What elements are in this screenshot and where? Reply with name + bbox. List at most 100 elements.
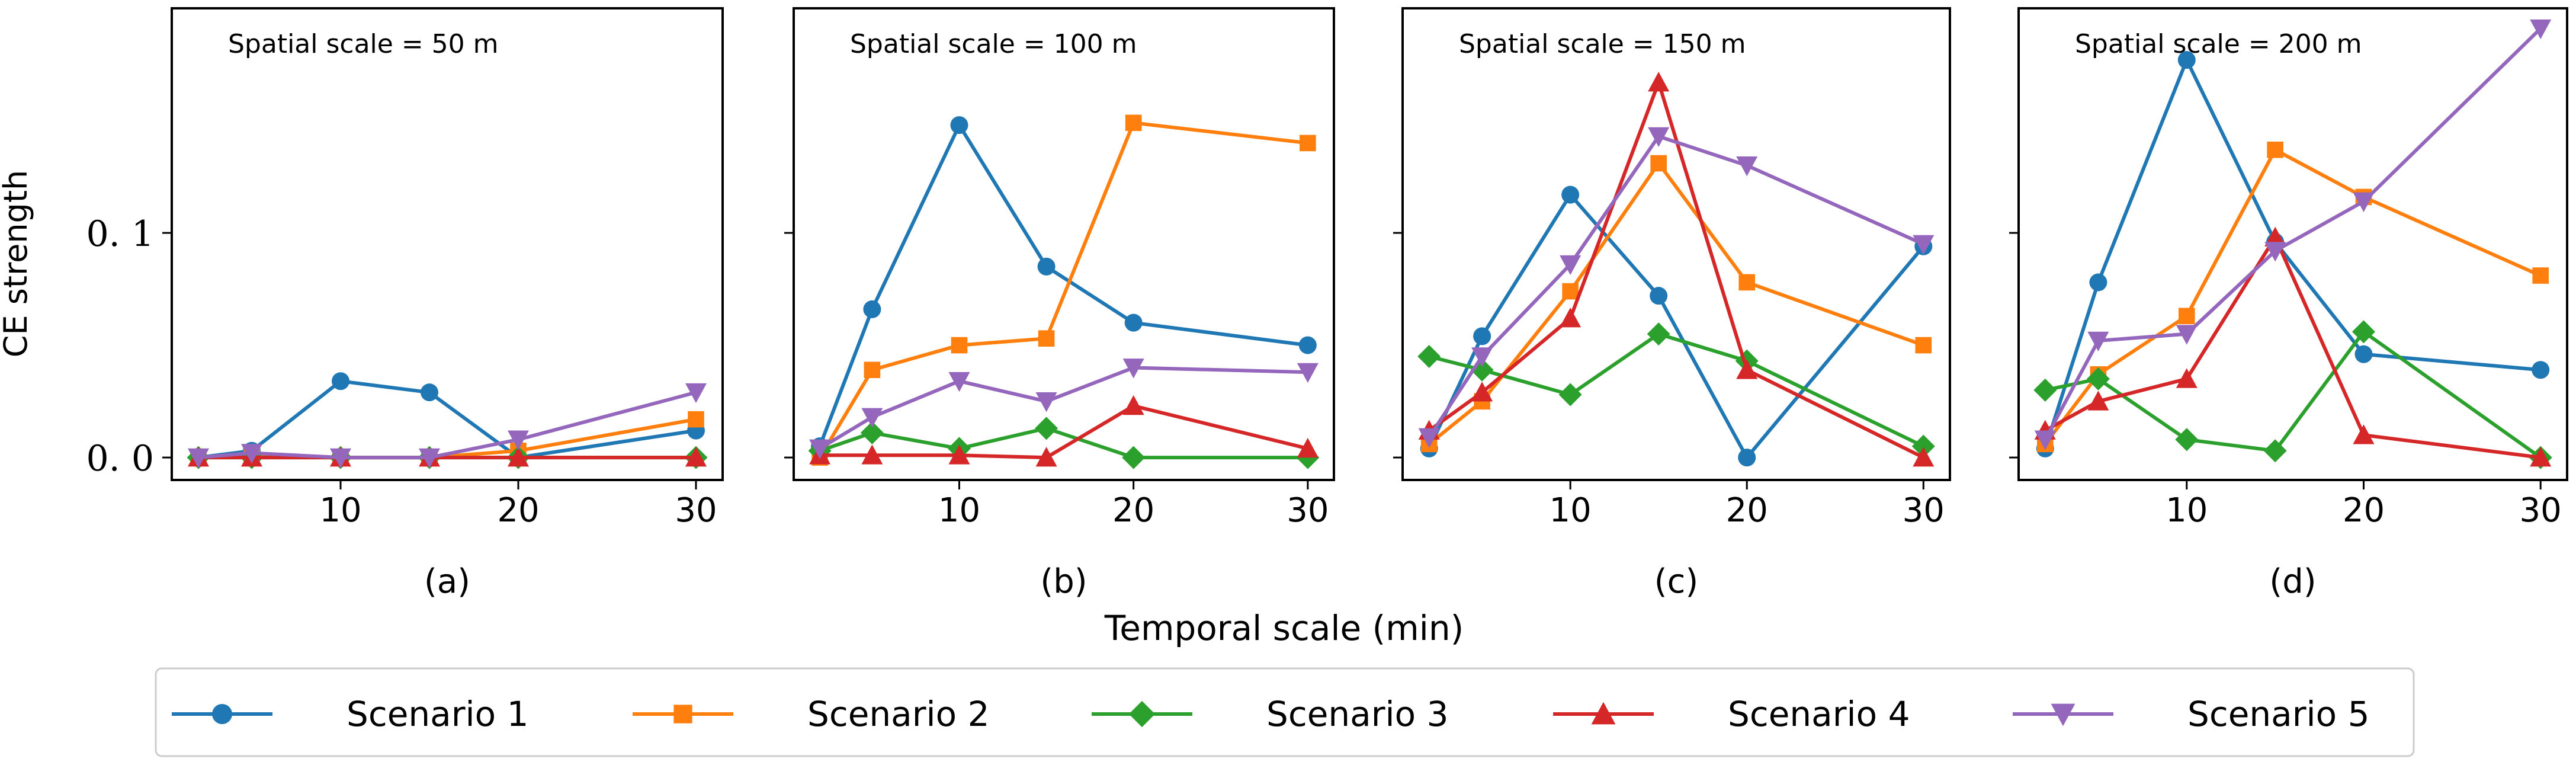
x-tick-label: 20 xyxy=(1726,491,1768,530)
data-point xyxy=(1297,437,1319,458)
data-point xyxy=(2354,345,2373,363)
data-point xyxy=(2264,242,2286,262)
legend-marker xyxy=(1591,702,1616,725)
data-point xyxy=(2086,367,2110,390)
data-point xyxy=(1913,447,1935,467)
data-point xyxy=(1738,274,1756,291)
data-point xyxy=(508,447,529,467)
data-point xyxy=(1915,337,1932,354)
x-tick-label: 30 xyxy=(675,491,717,530)
data-point xyxy=(1298,336,1317,354)
data-point xyxy=(2178,308,2195,325)
data-point xyxy=(2267,142,2283,158)
data-point xyxy=(1911,434,1935,458)
series-line xyxy=(198,390,697,460)
data-point xyxy=(2176,368,2198,388)
legend-label: Scenario 1 xyxy=(347,694,528,734)
x-tick-label: 30 xyxy=(2520,491,2562,530)
data-point xyxy=(1417,345,1441,369)
legend-frame xyxy=(155,667,2415,757)
data-point xyxy=(1037,257,1056,276)
legend-label: Scenario 4 xyxy=(1728,694,1910,734)
data-point xyxy=(2532,267,2549,284)
series-line xyxy=(818,121,1308,459)
x-tick-label: 20 xyxy=(1112,491,1154,530)
data-point xyxy=(1738,449,1756,467)
y-tick-label: 0. 0 xyxy=(86,438,155,479)
series-line xyxy=(1427,135,1924,438)
legend-label: Scenario 5 xyxy=(2187,694,2369,734)
panel-title: Spatial scale = 50 m xyxy=(228,29,499,59)
data-point xyxy=(332,372,349,390)
series-scenario-3 xyxy=(2033,320,2552,469)
data-point xyxy=(241,444,262,464)
x-tick-label: 10 xyxy=(319,491,361,530)
panel-title: Spatial scale = 100 m xyxy=(850,29,1137,59)
series-line xyxy=(820,404,1308,460)
data-point xyxy=(188,448,209,469)
series-line xyxy=(2044,235,2541,460)
data-point xyxy=(2353,192,2375,212)
x-tick-label: 10 xyxy=(2166,491,2208,530)
data-point xyxy=(2089,273,2107,292)
panel-a: 10 20 30 0. 0 0. 1 Spatial scale = 50 m (a) xyxy=(86,7,724,601)
legend-label: Scenario 2 xyxy=(807,694,989,734)
panel-title: Spatial scale = 200 m xyxy=(2075,29,2362,59)
data-point xyxy=(861,444,883,465)
series-scenario-5 xyxy=(188,383,707,469)
data-point xyxy=(2034,430,2056,450)
legend-entry-1: Scenario 1 xyxy=(172,694,528,734)
data-point xyxy=(1471,347,1493,367)
data-point xyxy=(685,447,707,467)
series-scenario-5 xyxy=(2034,19,2552,450)
data-point xyxy=(508,430,529,450)
data-point xyxy=(1035,447,1057,467)
data-point xyxy=(419,448,440,469)
data-point xyxy=(1122,446,1146,469)
y-tick-label: 0. 1 xyxy=(86,213,155,255)
legend-marker xyxy=(673,705,692,724)
series-line xyxy=(818,123,1308,447)
series-line xyxy=(1427,161,1924,446)
data-point xyxy=(1560,308,1581,328)
series-scenario-4 xyxy=(809,395,1319,467)
panel-b: 10 20 30 Spatial scale = 100 m (b) xyxy=(784,7,1335,601)
data-point xyxy=(2353,424,2375,444)
data-point xyxy=(1035,392,1057,412)
data-point xyxy=(2177,51,2196,69)
data-point xyxy=(2175,428,2199,452)
data-point xyxy=(1650,287,1668,305)
data-point xyxy=(2087,390,2109,411)
data-point xyxy=(2264,226,2286,247)
panel-label: (a) xyxy=(424,562,470,601)
data-point xyxy=(1038,330,1055,347)
legend-entry-4: Scenario 4 xyxy=(1553,694,1910,734)
data-point xyxy=(860,421,884,444)
data-point xyxy=(1035,417,1058,440)
panel-frame xyxy=(171,7,724,481)
panel-frame xyxy=(793,7,1335,481)
panel-frame xyxy=(1401,7,1951,481)
data-point xyxy=(1122,395,1144,415)
data-point xyxy=(1418,428,1440,448)
data-point xyxy=(1560,255,1581,276)
data-point xyxy=(1650,155,1667,172)
series-line xyxy=(819,366,1308,450)
data-point xyxy=(2530,19,2552,40)
legend: Scenario 1 Scenario 2 Scenario 3 Scenario 4… xyxy=(155,667,2415,757)
data-point xyxy=(2532,361,2550,379)
data-point xyxy=(421,383,438,402)
data-point xyxy=(1473,327,1491,345)
data-point xyxy=(1471,382,1493,402)
data-point xyxy=(1913,235,1935,255)
data-point xyxy=(330,448,351,469)
series-scenario-5 xyxy=(1418,127,1935,448)
series-line xyxy=(2044,148,2542,446)
data-point xyxy=(864,361,881,379)
legend-marker xyxy=(2051,703,2075,726)
panel-c: 10 20 30 Spatial scale = 150 m (c) xyxy=(1393,7,1951,601)
data-point xyxy=(1297,363,1319,383)
data-point xyxy=(1125,114,1142,132)
panel-d: 10 20 30 Spatial scale = 200 m (d) xyxy=(2009,7,2568,601)
